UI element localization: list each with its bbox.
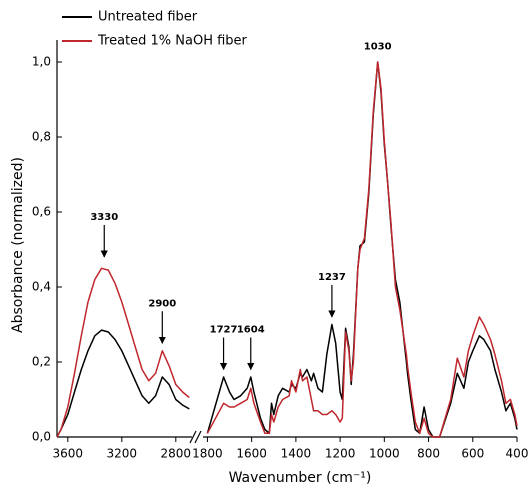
x-tick-label: 1000 xyxy=(369,447,400,461)
axis-break xyxy=(189,430,197,444)
y-tick-label: 0,4 xyxy=(32,280,51,294)
spectrum-line xyxy=(206,61,518,438)
y-tick-label: 0,2 xyxy=(32,355,51,369)
y-tick-label: 0,6 xyxy=(32,205,51,219)
axes xyxy=(56,40,517,444)
x-tick-label: 800 xyxy=(417,447,440,461)
x-tick-label: 1600 xyxy=(236,447,267,461)
x-tick-label: 1400 xyxy=(281,447,312,461)
annotation: 1237 xyxy=(318,272,346,283)
axis-break xyxy=(194,430,202,444)
y-tick-label: 0,8 xyxy=(32,130,51,144)
annotation: 1604 xyxy=(237,325,265,336)
annotation: 3330 xyxy=(90,212,118,223)
y-axis-label: Absorbance (normalized) xyxy=(10,157,26,333)
y-tick-label: 0,0 xyxy=(32,430,51,444)
annotation: 1727 xyxy=(210,325,238,336)
spectrum-line xyxy=(56,329,190,438)
x-tick-label: 400 xyxy=(506,447,529,461)
legend-label: Treated 1% NaOH fiber xyxy=(97,34,248,49)
spectrum-line xyxy=(206,61,518,438)
x-tick-label: 3600 xyxy=(53,447,84,461)
x-tick-label: 600 xyxy=(461,447,484,461)
x-tick-label: 3200 xyxy=(107,447,138,461)
annotation: 2900 xyxy=(148,298,176,309)
spectrum-line xyxy=(56,267,190,438)
x-axis-label: Wavenumber (cm⁻¹) xyxy=(229,470,372,486)
annotation: 1030 xyxy=(364,42,392,53)
x-tick-label: 1800 xyxy=(192,447,223,461)
y-tick-label: 1,0 xyxy=(32,55,51,69)
legend-label: Untreated fiber xyxy=(98,10,198,25)
x-tick-label: 1200 xyxy=(325,447,356,461)
x-tick-label: 2800 xyxy=(161,447,192,461)
